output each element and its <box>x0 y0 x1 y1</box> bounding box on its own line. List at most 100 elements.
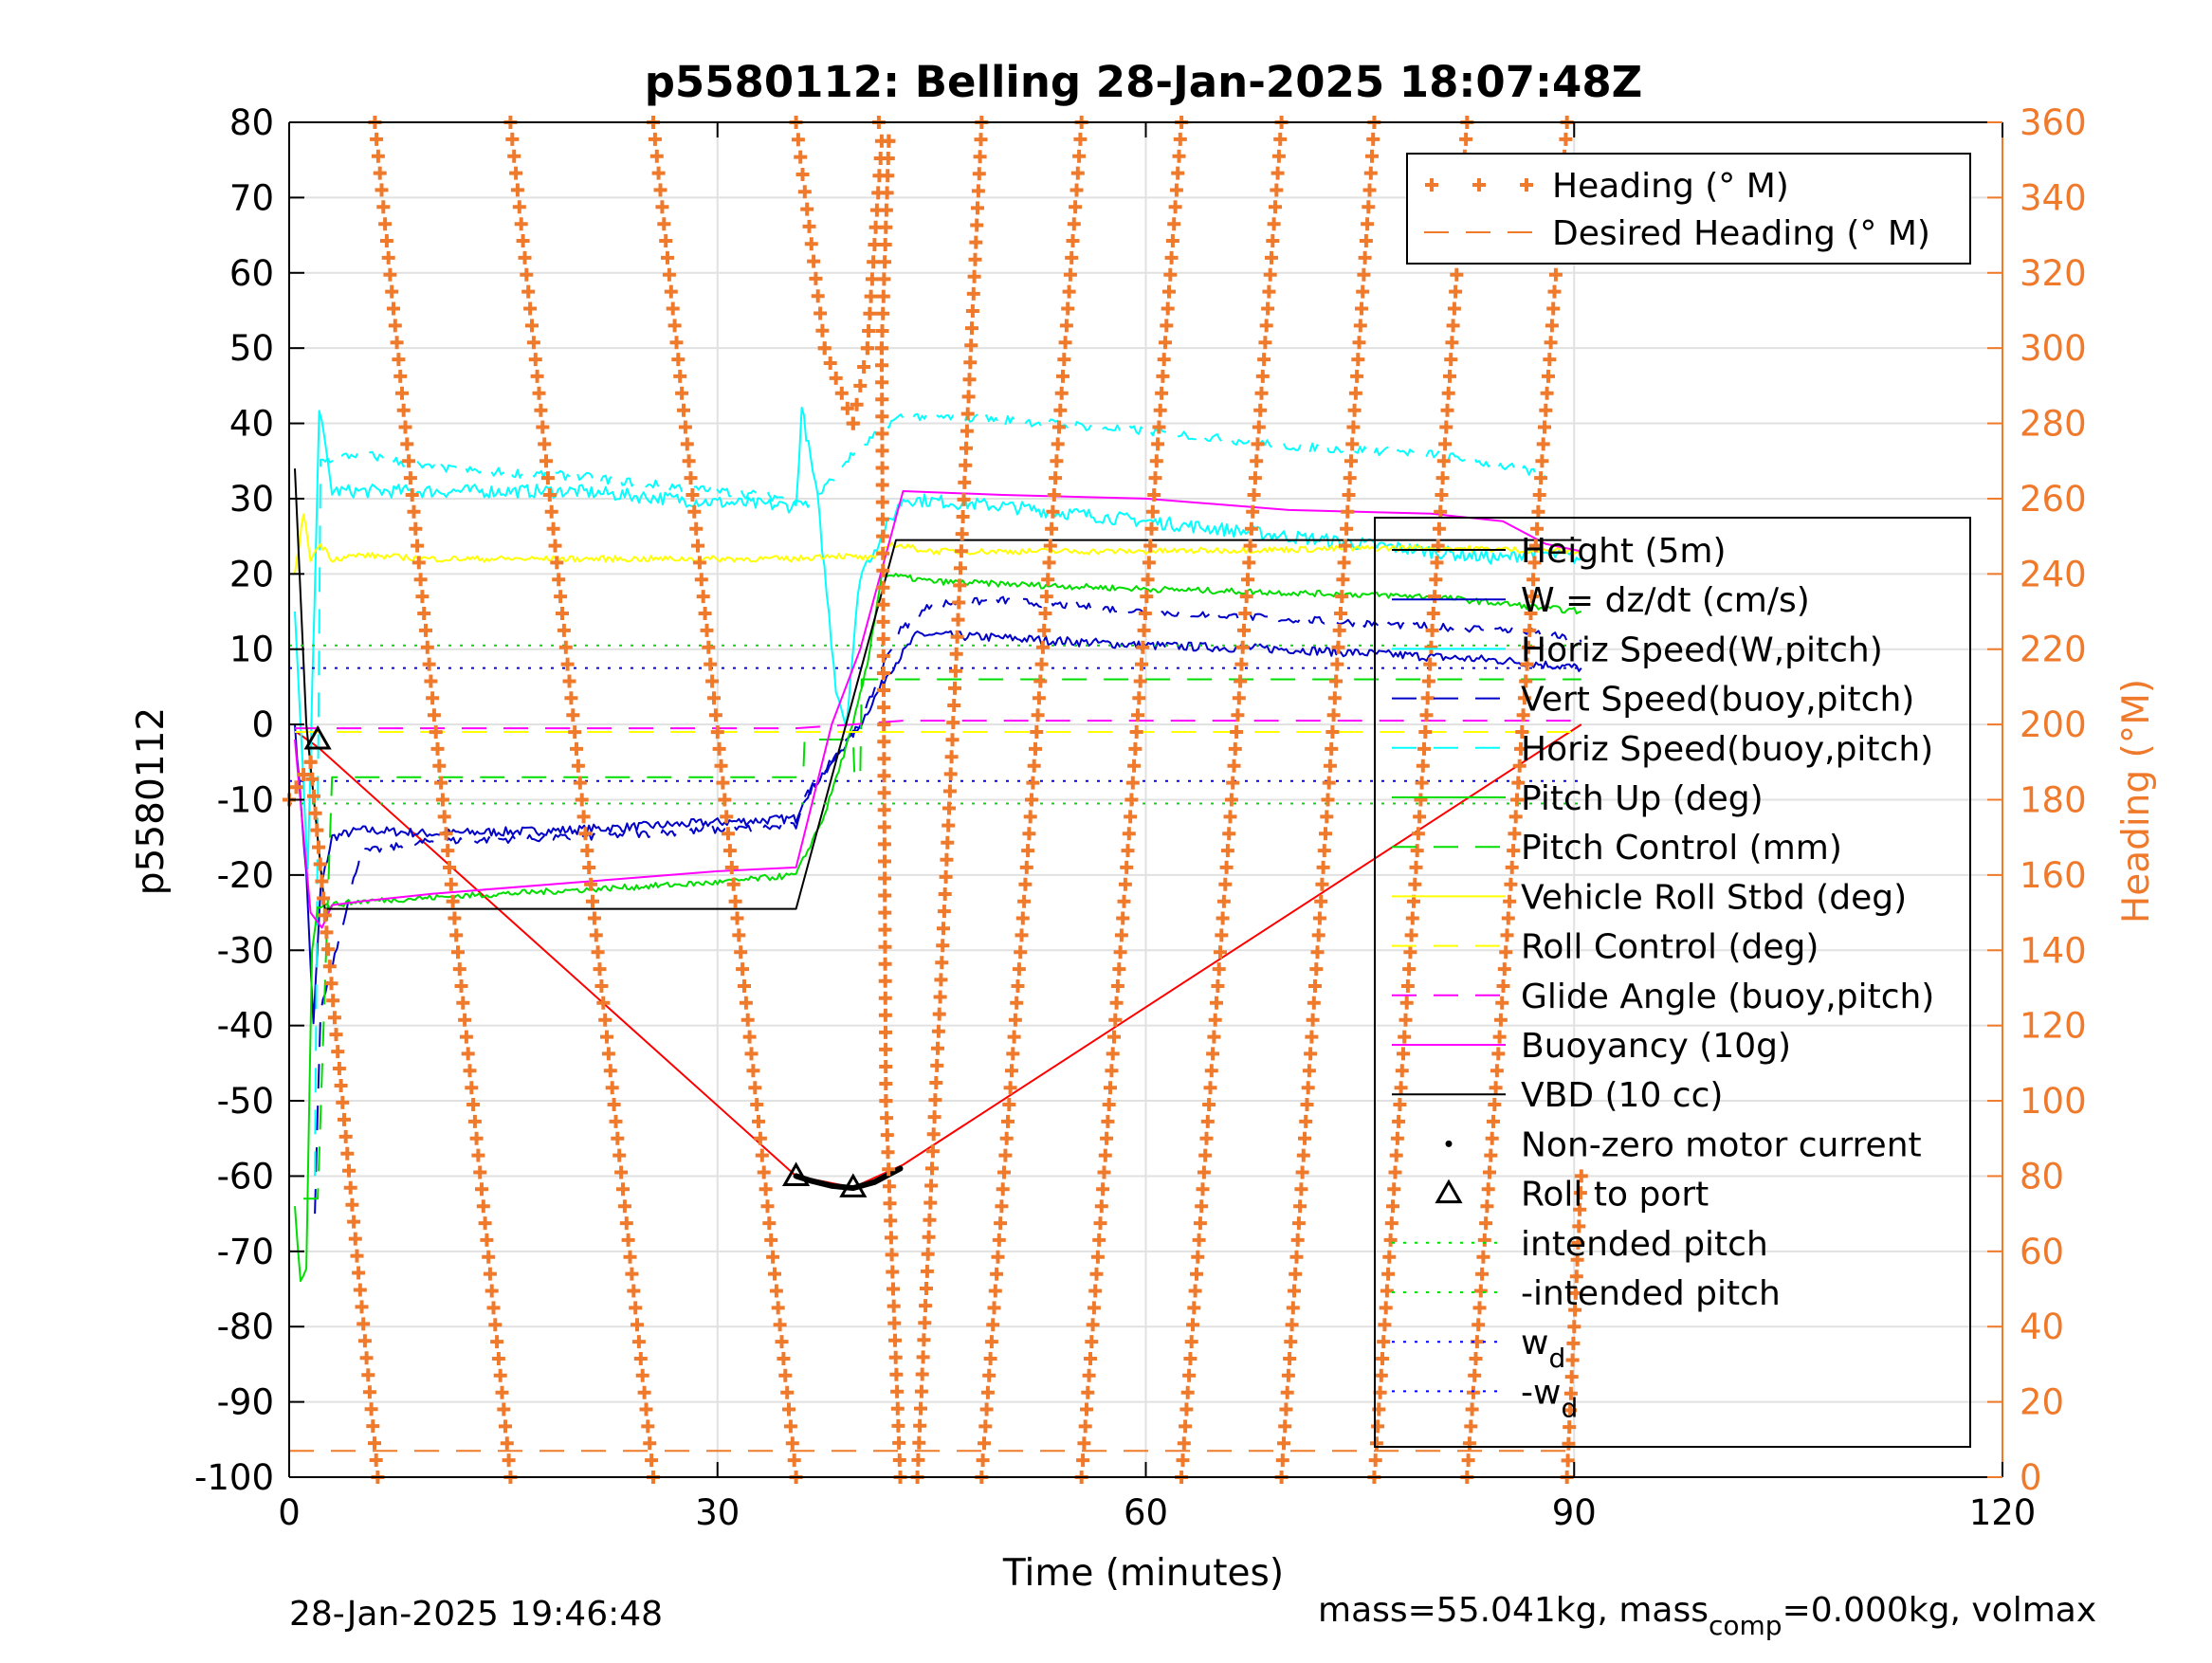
heading-marker <box>876 580 890 594</box>
heading-marker <box>702 640 716 654</box>
heading-marker <box>1001 1114 1015 1128</box>
heading-marker <box>941 835 955 850</box>
heading-marker <box>1162 284 1176 299</box>
heading-marker <box>488 1318 503 1332</box>
heading-marker <box>1500 928 1514 942</box>
heading-marker <box>1039 590 1053 604</box>
heading-marker <box>385 284 399 299</box>
heading-marker <box>1211 979 1225 993</box>
heading-marker <box>878 957 892 971</box>
legend-entry: Vehicle Roll Stbd (deg) <box>1521 878 1907 917</box>
heading-marker <box>1468 1368 1482 1382</box>
heading-marker <box>1438 437 1453 451</box>
heading-marker <box>1191 1250 1205 1264</box>
heading-marker <box>1329 674 1344 688</box>
heading-marker <box>886 1265 900 1279</box>
heading-marker <box>878 871 892 886</box>
heading-marker <box>746 1064 760 1078</box>
y-tick-label: 40 <box>229 404 274 445</box>
y2-axis-label: Heading (°M) <box>2115 679 2158 923</box>
y2-tick-label: 100 <box>2020 1081 2087 1122</box>
heading-marker <box>532 386 546 400</box>
heading-marker <box>972 167 986 181</box>
heading-marker <box>949 647 963 661</box>
heading-marker <box>882 1162 896 1177</box>
heading-marker <box>787 1453 801 1468</box>
legend-entry: Horiz Speed(buoy,pitch) <box>1521 730 1933 769</box>
heading-marker <box>1262 284 1276 299</box>
heading-marker <box>1301 1081 1315 1095</box>
heading-marker <box>1323 758 1337 773</box>
heading-marker <box>505 132 520 146</box>
heading-marker <box>310 823 324 837</box>
heading-marker <box>603 1064 617 1078</box>
heading-marker <box>562 674 576 688</box>
heading-marker <box>486 1301 501 1315</box>
heading-marker <box>666 302 680 316</box>
heading-marker <box>1129 725 1143 739</box>
heading-marker <box>1182 1368 1197 1382</box>
heading-marker <box>991 1250 1005 1264</box>
heading-marker <box>1563 1403 1578 1417</box>
heading-marker <box>1063 267 1077 282</box>
heading-marker <box>379 234 393 247</box>
heading-marker <box>1173 132 1187 146</box>
heading-marker <box>312 840 325 854</box>
heading-marker <box>1346 420 1361 434</box>
heading-marker <box>1322 776 1336 790</box>
heading-marker <box>834 386 849 400</box>
heading-marker <box>1443 369 1456 383</box>
heading-marker <box>1357 267 1371 282</box>
heading-marker <box>1238 607 1252 620</box>
heading-marker <box>1321 793 1335 807</box>
heading-marker <box>420 640 434 654</box>
heading-marker <box>1374 1368 1388 1382</box>
heading-marker <box>631 1335 646 1349</box>
legend-entry: Pitch Up (deg) <box>1521 779 1764 818</box>
heading-marker <box>655 200 669 214</box>
heading-marker <box>627 1284 641 1298</box>
heading-marker <box>1417 741 1431 756</box>
heading-marker <box>430 741 445 756</box>
heading-marker <box>643 1436 657 1451</box>
x-tick-label: 60 <box>1124 1492 1168 1533</box>
y-tick-label: -100 <box>194 1457 274 1498</box>
heading-marker <box>1573 1186 1587 1200</box>
heading-marker <box>1424 640 1438 654</box>
heading-marker <box>1131 708 1144 722</box>
heading-marker <box>1212 962 1226 977</box>
heading-marker <box>960 424 974 438</box>
heading-marker <box>497 1402 511 1416</box>
heading-marker <box>1508 827 1522 841</box>
heading-marker <box>536 420 550 434</box>
heading-marker <box>1243 539 1257 553</box>
heading-marker <box>878 238 892 251</box>
heading-marker <box>739 996 753 1010</box>
heading-marker <box>1446 319 1460 333</box>
heading-marker <box>400 437 414 451</box>
heading-marker <box>760 1199 775 1214</box>
heading-marker <box>1570 1252 1584 1267</box>
heading-marker <box>1184 1335 1198 1349</box>
heading-marker <box>726 877 740 891</box>
heading-marker <box>1405 911 1419 925</box>
heading-marker <box>598 1013 612 1027</box>
heading-marker <box>1534 471 1548 485</box>
heading-marker <box>1520 657 1534 671</box>
heading-marker <box>491 1352 505 1365</box>
heading-marker <box>1017 894 1032 908</box>
heading-marker <box>1010 996 1024 1010</box>
y-tick-label: -80 <box>217 1307 274 1347</box>
heading-marker <box>1254 386 1269 400</box>
heading-marker <box>568 725 582 740</box>
heading-marker <box>877 820 891 834</box>
heading-marker <box>1025 793 1038 807</box>
y2-tick-label: 320 <box>2020 253 2087 294</box>
heading-marker <box>1483 1165 1496 1179</box>
y-tick-label: -60 <box>217 1156 274 1197</box>
heading-marker <box>932 1007 946 1021</box>
heading-marker <box>343 1180 357 1195</box>
heading-marker <box>1032 691 1046 705</box>
heading-marker <box>878 940 892 954</box>
heading-marker <box>1434 504 1448 519</box>
